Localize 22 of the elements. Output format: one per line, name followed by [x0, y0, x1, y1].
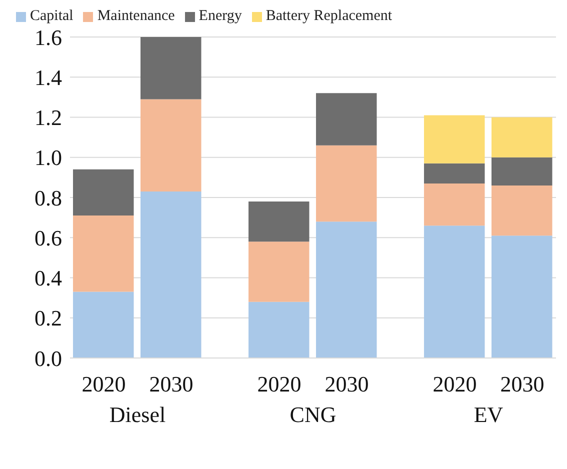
- y-tick-label: 0.2: [34, 306, 62, 331]
- y-tick-label: 1.6: [34, 24, 62, 50]
- legend-label: Capital: [30, 8, 74, 24]
- x-tick-label: 2030: [500, 372, 544, 397]
- y-tick-label: 0.4: [34, 266, 62, 291]
- x-tick-label: 2030: [149, 372, 194, 397]
- x-tick-label: 2020: [257, 372, 302, 397]
- y-tick-label: 0.6: [34, 225, 62, 250]
- y-tick-label: 1.0: [34, 145, 62, 170]
- legend-label: Battery Replacement: [266, 8, 392, 24]
- y-tick-label: 1.2: [34, 105, 62, 130]
- text: Diesel: [108, 402, 167, 428]
- text: CNG: [288, 402, 338, 428]
- legend-label: Energy: [198, 8, 242, 24]
- y-tick-label: 0.0: [34, 346, 62, 371]
- x-tick-label: 2020: [432, 372, 477, 397]
- x-tick-label: 2020: [82, 372, 126, 397]
- y-tick-label: 1.4: [34, 64, 62, 90]
- x-tick-label: 2030: [324, 372, 369, 397]
- text: EV: [472, 402, 504, 428]
- y-tick-label: 0.8: [34, 185, 62, 210]
- legend-label: Maintenance: [97, 8, 175, 24]
